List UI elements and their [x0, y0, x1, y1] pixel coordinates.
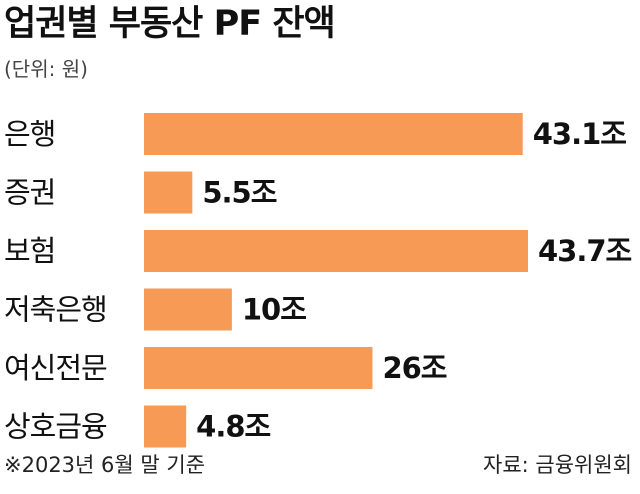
bar: [144, 230, 528, 272]
category-label: 은행: [4, 117, 55, 151]
footnote: ※2023년 6월 말 기준: [4, 453, 206, 477]
bar: [144, 405, 187, 448]
category-label: 저축은행: [4, 293, 107, 327]
bar: [144, 171, 193, 214]
value-label: 43.7조: [538, 234, 632, 268]
unit-note: (단위: 원): [4, 57, 88, 81]
value-label: 4.8조: [196, 410, 270, 444]
value-label: 5.5조: [202, 176, 276, 210]
bar: [144, 113, 523, 155]
category-label: 보험: [4, 234, 55, 268]
value-label: 26조: [382, 351, 446, 385]
category-label: 상호금융: [4, 410, 107, 444]
value-label: 10조: [242, 293, 306, 327]
value-label: 43.1조: [533, 117, 627, 151]
category-label: 증권: [4, 176, 55, 210]
chart-title: 업권별 부동산 PF 잔액: [4, 4, 336, 44]
bar: [144, 347, 373, 389]
bar: [144, 288, 232, 331]
category-label: 여신전문: [4, 351, 107, 385]
source-credit: 자료: 금융위원회: [483, 453, 632, 477]
